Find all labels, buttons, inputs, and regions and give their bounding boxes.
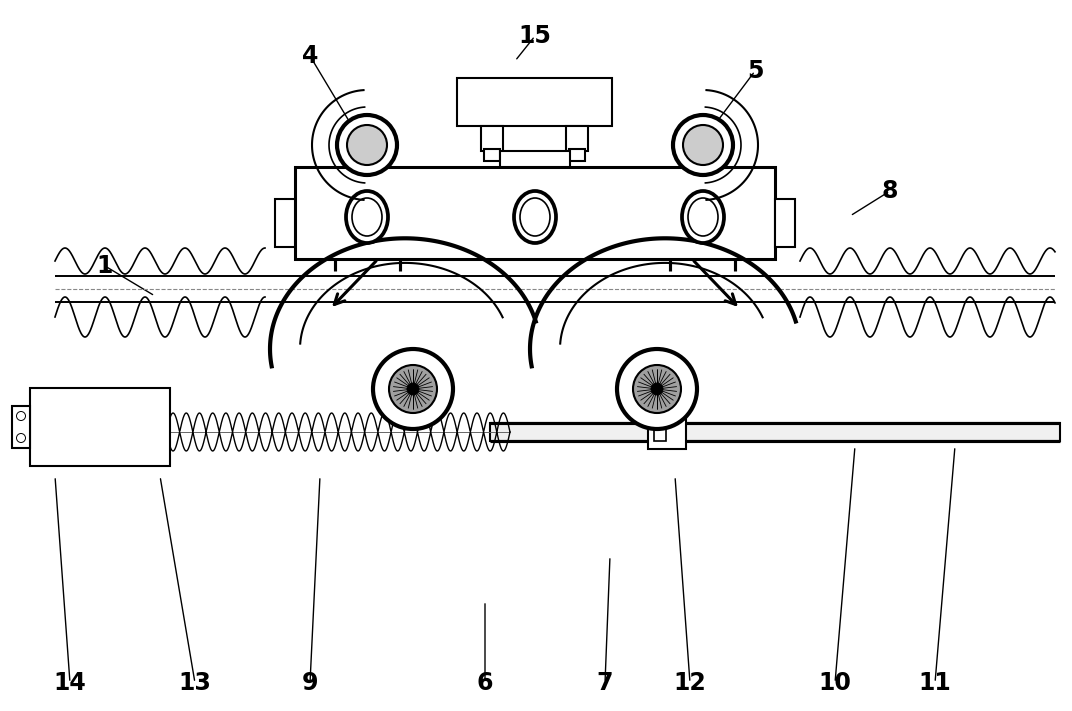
Circle shape [16, 434, 26, 442]
Circle shape [683, 125, 723, 165]
Text: 8: 8 [882, 179, 898, 203]
Text: 6: 6 [477, 671, 493, 695]
Bar [566, 126, 589, 151]
Text: 9: 9 [301, 671, 318, 695]
Circle shape [651, 383, 662, 395]
Circle shape [373, 349, 453, 429]
Ellipse shape [688, 198, 718, 236]
Circle shape [337, 115, 397, 175]
Circle shape [347, 125, 387, 165]
Ellipse shape [513, 191, 556, 243]
Circle shape [389, 365, 437, 413]
Bar [485, 149, 501, 161]
Ellipse shape [520, 198, 550, 236]
Text: 11: 11 [919, 671, 951, 695]
Circle shape [632, 365, 681, 413]
Text: 12: 12 [673, 671, 706, 695]
Bar [12, 406, 30, 448]
Text: 4: 4 [302, 44, 318, 68]
Circle shape [617, 349, 697, 429]
Bar [276, 199, 295, 247]
Circle shape [16, 412, 26, 420]
Bar [295, 167, 775, 259]
Circle shape [407, 383, 419, 395]
Bar [490, 423, 1060, 441]
Bar [569, 149, 585, 161]
Bar [500, 151, 570, 167]
Ellipse shape [682, 191, 724, 243]
Text: 15: 15 [519, 24, 551, 48]
Bar [458, 78, 612, 126]
Bar [30, 388, 170, 466]
Text: 7: 7 [597, 671, 613, 695]
Text: 10: 10 [819, 671, 851, 695]
Bar [654, 421, 666, 441]
Ellipse shape [346, 191, 388, 243]
Circle shape [673, 115, 733, 175]
Bar [481, 126, 504, 151]
Text: 5: 5 [747, 59, 763, 83]
Bar [647, 413, 686, 449]
Text: 1: 1 [96, 254, 114, 278]
Text: 14: 14 [54, 671, 87, 695]
Text: 13: 13 [179, 671, 211, 695]
Ellipse shape [352, 198, 382, 236]
Bar [775, 199, 795, 247]
